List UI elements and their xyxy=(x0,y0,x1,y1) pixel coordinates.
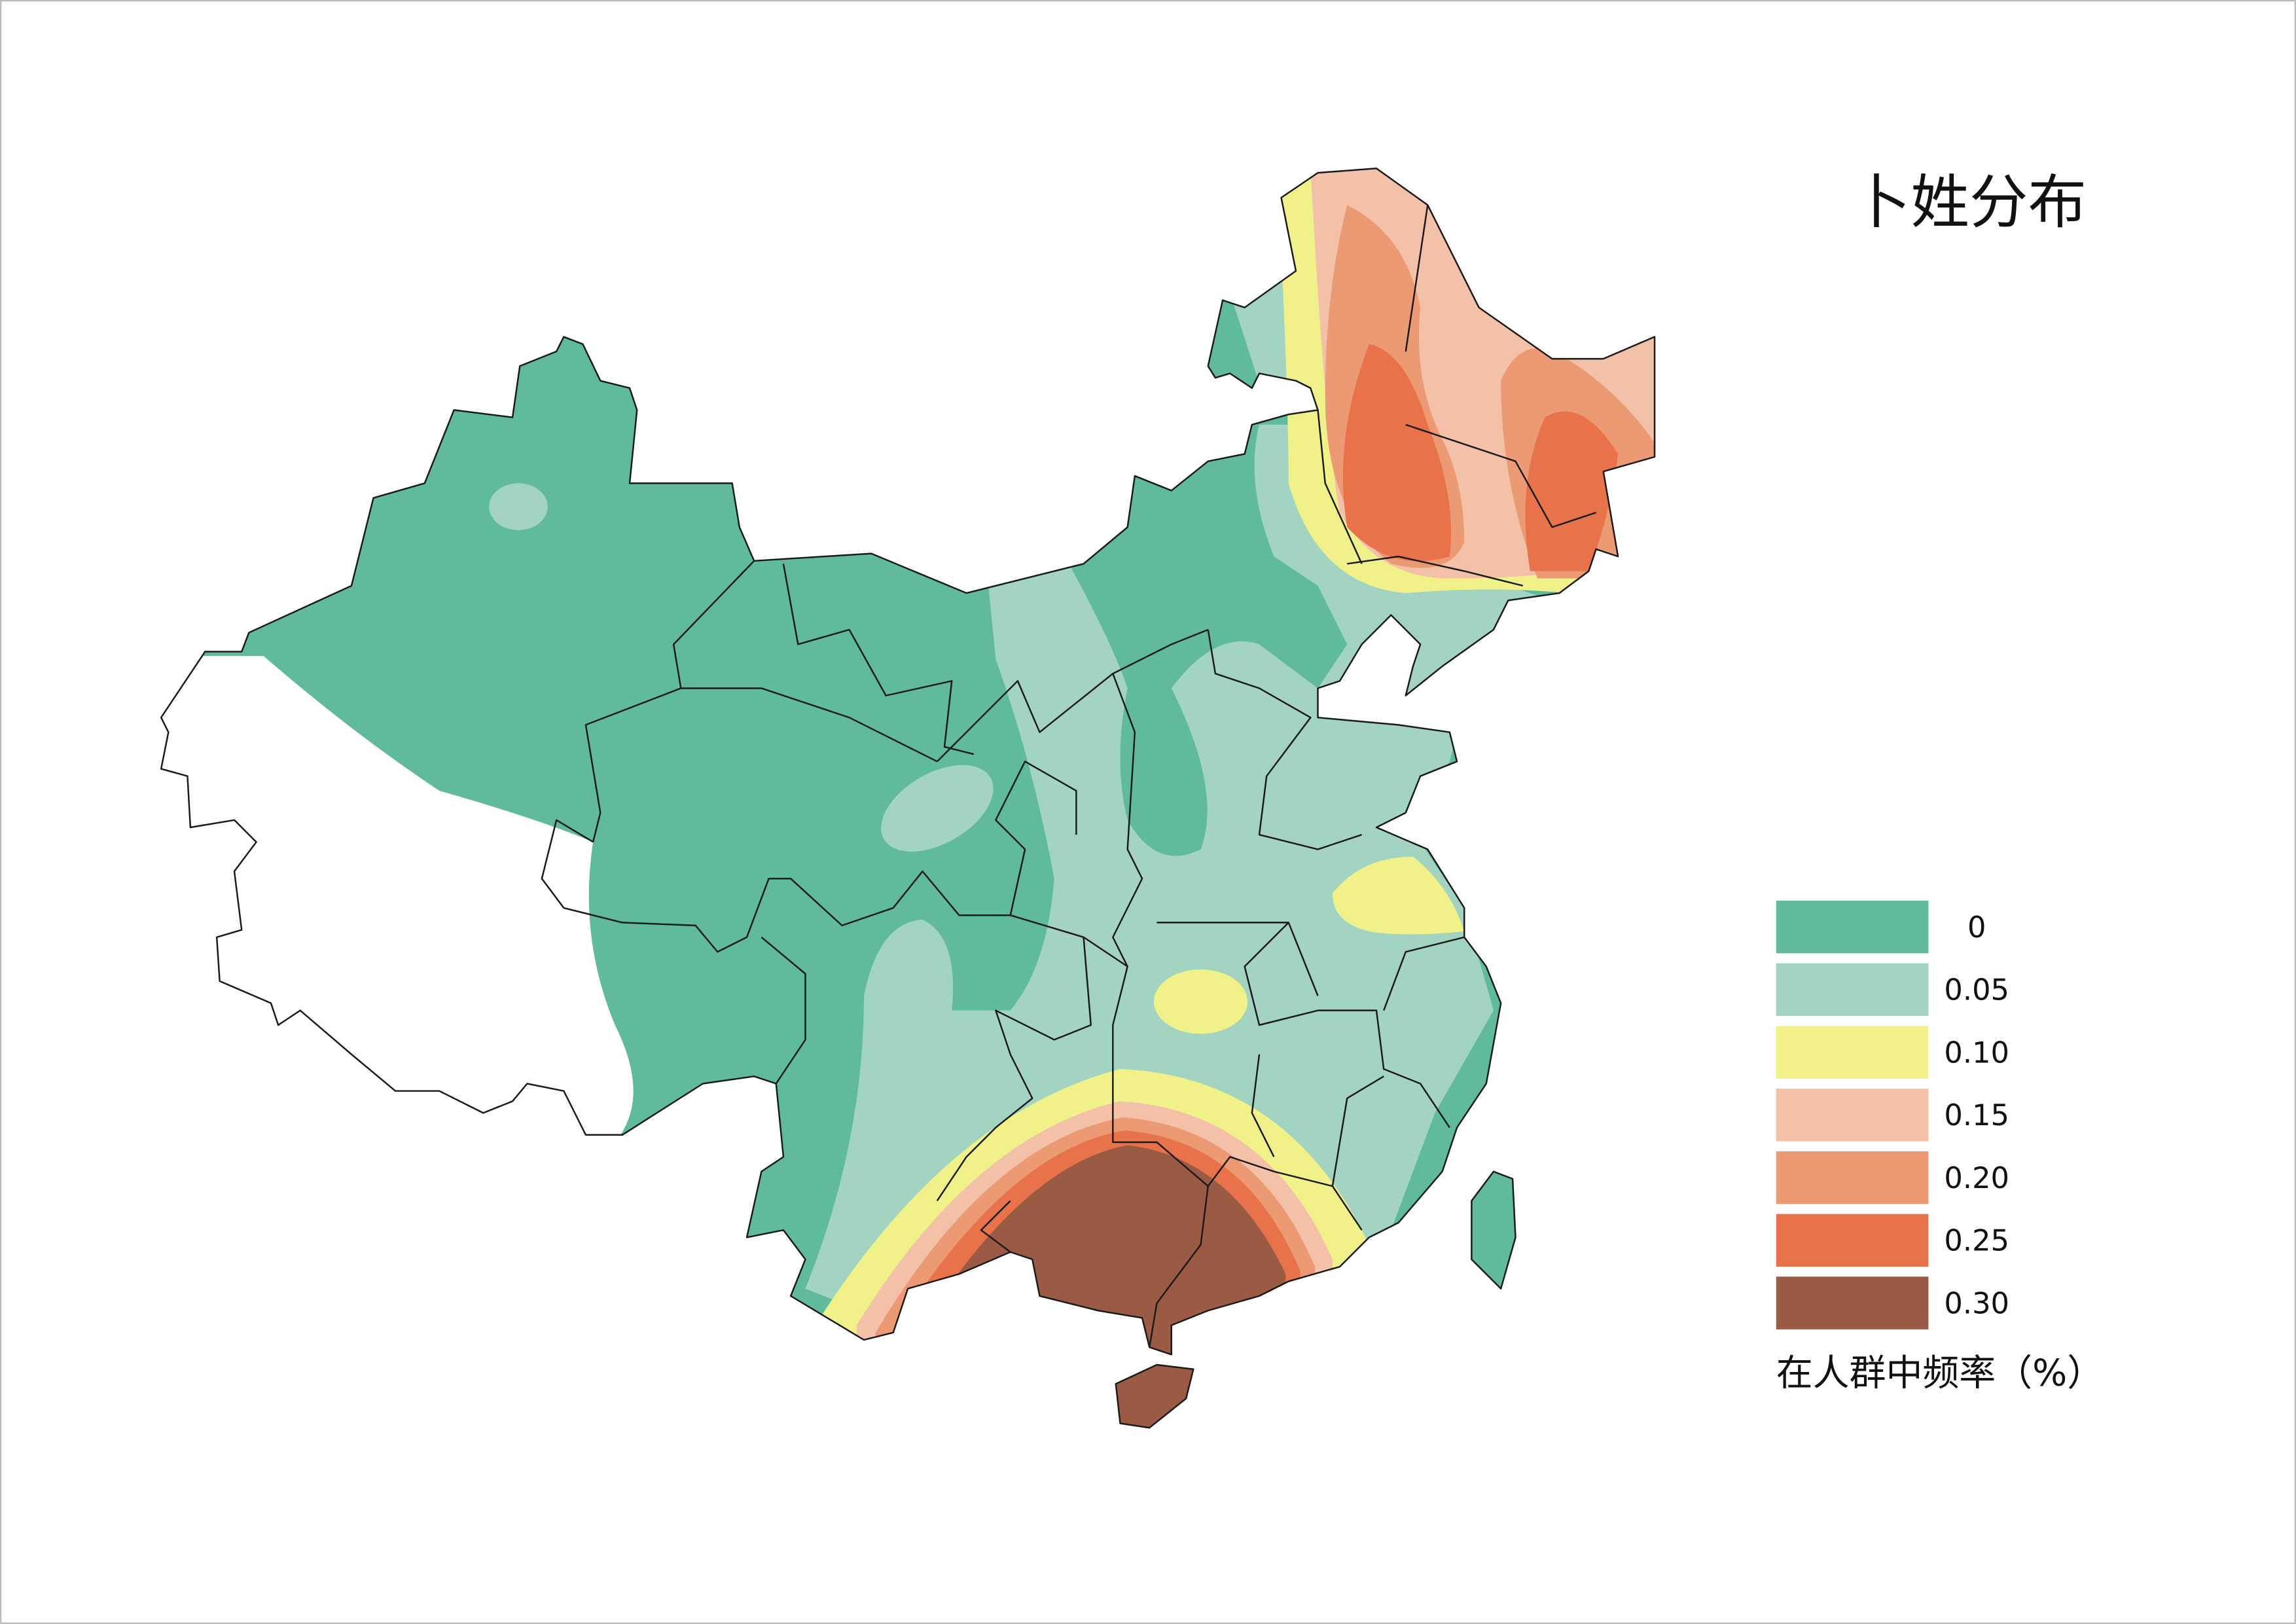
legend-swatch xyxy=(1776,1214,1929,1267)
island-taiwan xyxy=(1471,1170,1516,1290)
legend-label: 0.10 xyxy=(1944,1035,2009,1070)
legend-swatch xyxy=(1776,1276,1929,1329)
legend-swatch xyxy=(1776,963,1929,1017)
legend-label: 0.15 xyxy=(1944,1098,2009,1132)
legend-label: 0 xyxy=(1967,910,1986,945)
map-title: 卜姓分布 xyxy=(1852,169,2087,237)
island-hainan xyxy=(1115,1363,1194,1429)
legend-label: 0.05 xyxy=(1944,973,2009,1007)
legend-swatch xyxy=(1776,1026,1929,1079)
legend-swatch xyxy=(1776,1151,1929,1204)
province-borders xyxy=(541,205,1596,1348)
legend-title: 在人群中频率（%） xyxy=(1776,1352,2104,1394)
legend-swatch xyxy=(1776,1089,1929,1142)
legend-label: 0.20 xyxy=(1944,1161,2009,1195)
legend-label: 0.25 xyxy=(1944,1223,2009,1258)
legend: 0 0.05 0.10 0.15 0.20 0.25 0.30 xyxy=(1776,900,2009,1329)
legend-label: 0.30 xyxy=(1944,1286,2009,1320)
legend-swatch xyxy=(1776,900,1929,954)
